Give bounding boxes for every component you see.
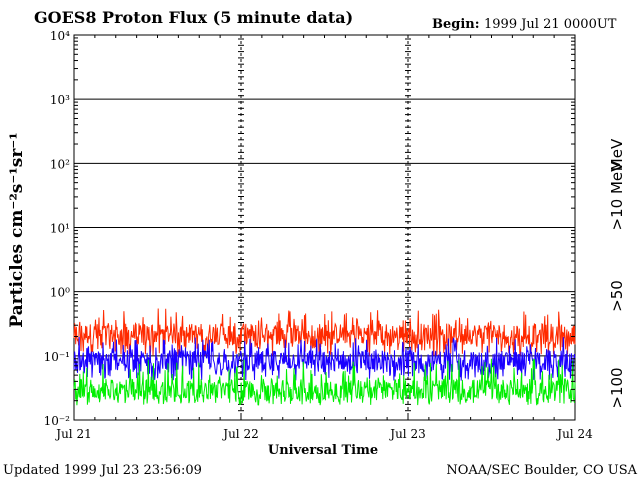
legend-unit: MeV: [608, 138, 626, 171]
begin-label: Begin:: [432, 17, 480, 32]
legend-gt10: >10 MeV: [608, 161, 626, 231]
x-tick-label: Jul 22: [221, 427, 258, 441]
horizontal-gridlines: [74, 98, 575, 357]
series-line-2: [73, 358, 576, 406]
y-tick-label: 10⁻¹: [44, 350, 70, 364]
updated-timestamp: Updated 1999 Jul 23 23:56:09: [3, 463, 202, 478]
series-layer: [73, 308, 576, 406]
y-tick-label: 10²: [50, 157, 70, 171]
series-line-0: [73, 308, 576, 357]
x-axis-label: Universal Time: [268, 443, 378, 458]
y-tick-label: 10⁻²: [44, 414, 71, 428]
legend-gt100: >100: [608, 367, 626, 408]
x-tick-label: Jul 21: [54, 427, 91, 441]
legend-gt50: >50: [608, 280, 626, 312]
y-tick-label: 10³: [50, 93, 70, 107]
y-tick-label: 10⁰: [50, 286, 70, 300]
y-tick-label: 10⁴: [50, 29, 70, 43]
y-axis-ticks: 10⁴ 10³ 10² 10¹ 10⁰ 10⁻¹ 10⁻²: [44, 29, 575, 428]
y-tick-label: 10¹: [50, 222, 70, 236]
begin-value: 1999 Jul 21 0000UT: [484, 17, 617, 32]
x-tick-label: Jul 23: [388, 427, 425, 441]
y-axis-label: Particles cm⁻²s⁻¹sr⁻¹: [7, 132, 27, 327]
data-source: NOAA/SEC Boulder, CO USA: [446, 463, 637, 478]
x-tick-label: Jul 24: [555, 427, 593, 441]
chart-title: GOES8 Proton Flux (5 minute data): [34, 8, 353, 27]
x-axis-ticks: Jul 21 Jul 22 Jul 23 Jul 24: [54, 35, 593, 441]
